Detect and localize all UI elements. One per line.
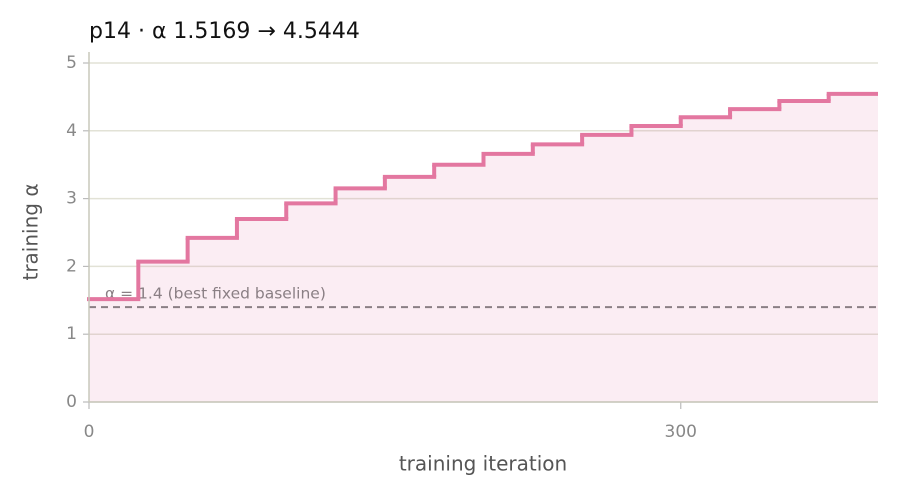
baseline-label: α = 1.4 (best fixed baseline) [105,285,326,303]
y-tick-label: 2 [66,256,77,276]
x-tick-label: 0 [84,422,95,442]
y-tick-label: 3 [66,189,77,209]
y-axis-label: training α [19,183,43,280]
x-tick-label: 300 [665,422,697,442]
y-tick-label: 5 [66,53,77,73]
chart-title: p14 · α 1.5169 → 4.5444 [89,19,360,44]
y-tick-label: 4 [66,121,77,141]
area-fill [89,93,878,402]
y-tick-label: 0 [66,392,77,412]
y-tick-label: 1 [66,324,77,344]
x-axis-label: training iteration [399,452,567,476]
